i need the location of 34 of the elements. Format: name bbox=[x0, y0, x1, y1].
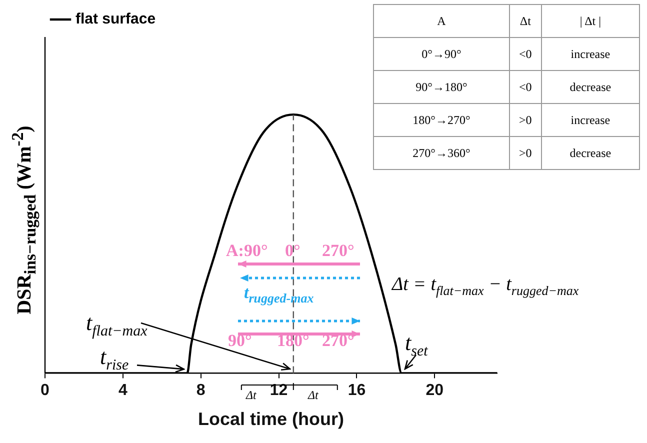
text: <0 bbox=[509, 38, 542, 70]
annotation: A:90° bbox=[226, 241, 268, 260]
annotation: t$_{rugged-max}$ bbox=[244, 283, 314, 306]
annotation: 90° bbox=[228, 331, 252, 350]
annotation: 180°→270° bbox=[374, 104, 510, 136]
text: Δt bbox=[308, 388, 318, 402]
annotation: t$_{flat−max}$ bbox=[86, 310, 148, 340]
text: increase bbox=[541, 104, 640, 136]
annotation: 180° bbox=[277, 331, 310, 350]
x-tick-label: 8 bbox=[196, 382, 206, 400]
annotation: t$_{set}$ bbox=[405, 330, 428, 360]
text: decrease bbox=[541, 136, 640, 170]
text: | Δt | bbox=[541, 4, 640, 38]
text: 0°→90° bbox=[374, 38, 510, 70]
text: A bbox=[374, 4, 510, 38]
text: decrease bbox=[541, 70, 640, 104]
text: >0 bbox=[509, 104, 542, 136]
text: >0 bbox=[509, 136, 542, 170]
x-tick-label: 20 bbox=[426, 382, 444, 400]
x-tick-label: 16 bbox=[348, 382, 366, 400]
annotation: 270°→360° bbox=[374, 136, 510, 170]
x-axis-title: Local time (hour) bbox=[198, 409, 344, 430]
text: Δt bbox=[246, 388, 256, 402]
x-tick-label: 4 bbox=[118, 382, 128, 400]
text: 90°→180° bbox=[374, 70, 510, 104]
annotation: t$_{rise}$ bbox=[100, 344, 129, 374]
x-tick-label: 0 bbox=[40, 382, 50, 400]
annotation: Δt = t$_{flat−max}$ − t$_{rugged−max}$ bbox=[392, 274, 579, 298]
text: increase bbox=[541, 38, 640, 70]
text: <0 bbox=[509, 70, 542, 104]
legend-label: flat surface bbox=[76, 10, 156, 28]
annotation: 0° bbox=[285, 241, 300, 260]
annotation: 270° bbox=[322, 241, 354, 260]
text: Δt bbox=[509, 4, 542, 38]
